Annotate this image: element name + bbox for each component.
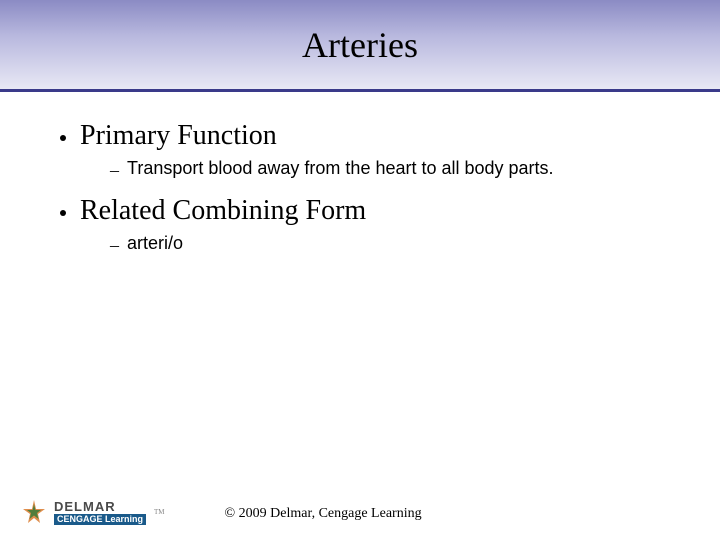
copyright-text: © 2009 Delmar, Cengage Learning (225, 506, 422, 522)
dash-marker: – (110, 235, 119, 256)
subbullet-item: – arteri/o (110, 233, 660, 256)
bullet-item: Primary Function (60, 120, 660, 152)
subbullet-item: – Transport blood away from the heart to… (110, 158, 660, 181)
bullet-marker (60, 135, 66, 141)
bullet-text: Related Combining Form (80, 195, 366, 227)
bullet-item: Related Combining Form (60, 195, 660, 227)
brand-bottom: CENGAGE Learning (54, 514, 146, 525)
bullet-marker (60, 210, 66, 216)
publisher-logo: DELMAR CENGAGE Learning TM (20, 498, 165, 526)
brand-top: DELMAR (54, 500, 146, 513)
slide-footer: DELMAR CENGAGE Learning TM © 2009 Delmar… (20, 498, 700, 526)
publisher-text: DELMAR CENGAGE Learning (54, 500, 146, 525)
trademark-icon: TM (154, 508, 165, 516)
subbullet-text: Transport blood away from the heart to a… (127, 158, 554, 179)
subbullet-text: arteri/o (127, 233, 183, 254)
star-icon (20, 498, 48, 526)
slide-content: Primary Function – Transport blood away … (0, 92, 720, 256)
dash-marker: – (110, 160, 119, 181)
bullet-text: Primary Function (80, 120, 277, 152)
slide-title: Arteries (302, 24, 418, 66)
slide-header: Arteries (0, 0, 720, 92)
